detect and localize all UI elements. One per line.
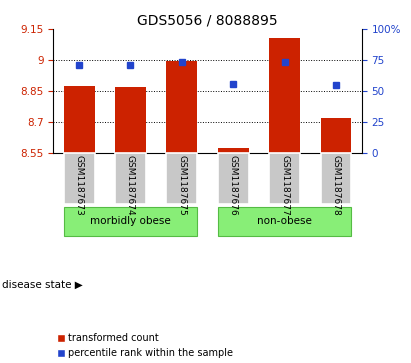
Bar [64,207,197,236]
Text: GSM1187676: GSM1187676 [229,155,238,216]
Bar [166,61,197,153]
Text: GSM1187673: GSM1187673 [75,155,83,216]
Text: non-obese: non-obese [257,216,312,227]
Bar [64,153,95,204]
Bar [64,86,95,153]
Title: GDS5056 / 8088895: GDS5056 / 8088895 [137,14,278,28]
Text: GSM1187675: GSM1187675 [178,155,186,216]
Bar [115,153,146,204]
Bar [218,207,351,236]
Bar [115,87,146,153]
Bar [269,38,300,153]
Text: GSM1187677: GSM1187677 [280,155,289,216]
Bar [269,153,300,204]
Bar [321,118,351,153]
Text: GSM1187674: GSM1187674 [126,155,135,216]
Bar [321,153,351,204]
Bar [218,148,249,153]
Text: morbidly obese: morbidly obese [90,216,171,227]
Bar [166,153,197,204]
Bar [218,153,249,204]
Legend: transformed count, percentile rank within the sample: transformed count, percentile rank withi… [58,333,233,358]
Text: disease state ▶: disease state ▶ [2,280,83,290]
Text: GSM1187678: GSM1187678 [332,155,340,216]
